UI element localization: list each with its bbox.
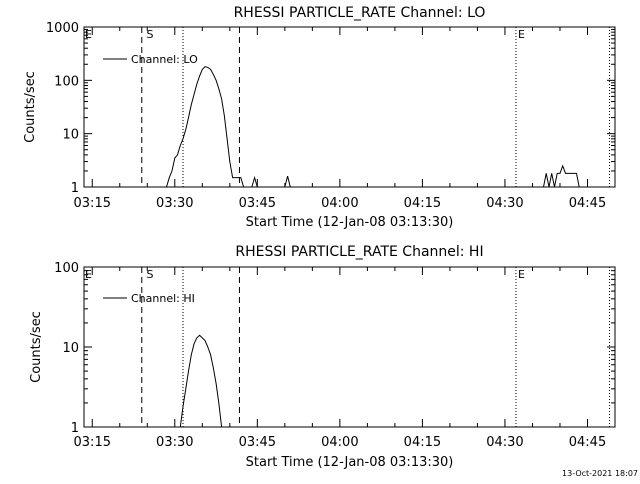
y-axis-label: Counts/sec [29,311,44,383]
x-tick-label: 04:45 [569,196,606,211]
x-tick-label: 04:30 [486,435,523,450]
plot-frame [83,266,616,428]
y-tick-label: 100 [54,261,79,276]
chart-title: RHESSI PARTICLE_RATE Channel: HI [235,244,483,260]
y-tick-label: 1000 [46,21,79,36]
footer-timestamp: 13-Oct-2021 18:07 [562,469,638,478]
x-tick-label: 03:15 [74,196,111,211]
y-tick-label: 10 [62,341,79,356]
series-line [251,175,258,188]
x-tick-label: 03:30 [156,435,193,450]
x-tick-label: 03:15 [74,435,111,450]
x-axis-label: Start Time (12-Jan-08 03:13:30) [246,455,454,470]
chart-panel-hi: RHESSI PARTICLE_RATE Channel: HI 03:15 03:… [29,244,616,470]
x-tick-label: 04:30 [486,196,523,211]
x-tick-label: 03:45 [239,196,276,211]
x-tick-label: 04:15 [404,435,441,450]
y-tick-label: 10 [62,128,79,143]
chart-title: RHESSI PARTICLE_RATE Channel: LO [234,5,486,21]
x-tick-label: 04:00 [321,435,358,450]
series-line [179,334,223,428]
series-line [284,175,291,188]
x-axis-label: Start Time (12-Jan-08 03:13:30) [246,215,454,230]
marker-annotation: S [147,28,154,41]
legend-entry: Channel: HI [131,292,195,305]
y-tick-label: 1 [71,421,79,436]
x-tick-label: 03:30 [156,196,193,211]
x-tick-label: 04:00 [321,196,358,211]
marker-annotation: E [85,268,92,281]
y-tick-label: 1 [71,181,79,196]
series-line [166,66,245,188]
y-tick-label: 100 [54,74,79,89]
x-tick-label: 03:45 [239,435,276,450]
marker-annotation: E [518,268,525,281]
y-axis-label: Counts/sec [23,71,38,143]
marker-annotation: E [518,28,525,41]
x-tick-label: 04:15 [404,196,441,211]
marker-annotation: E [85,28,92,41]
plot-frame [83,26,616,188]
x-tick-label: 04:45 [569,435,606,450]
legend-entry: Channel: LO [131,53,198,66]
marker-annotation: S [147,268,154,281]
series-line [543,164,580,188]
chart-panel-lo: RHESSI PARTICLE_RATE Channel: LO 03:15 03:… [23,5,616,230]
